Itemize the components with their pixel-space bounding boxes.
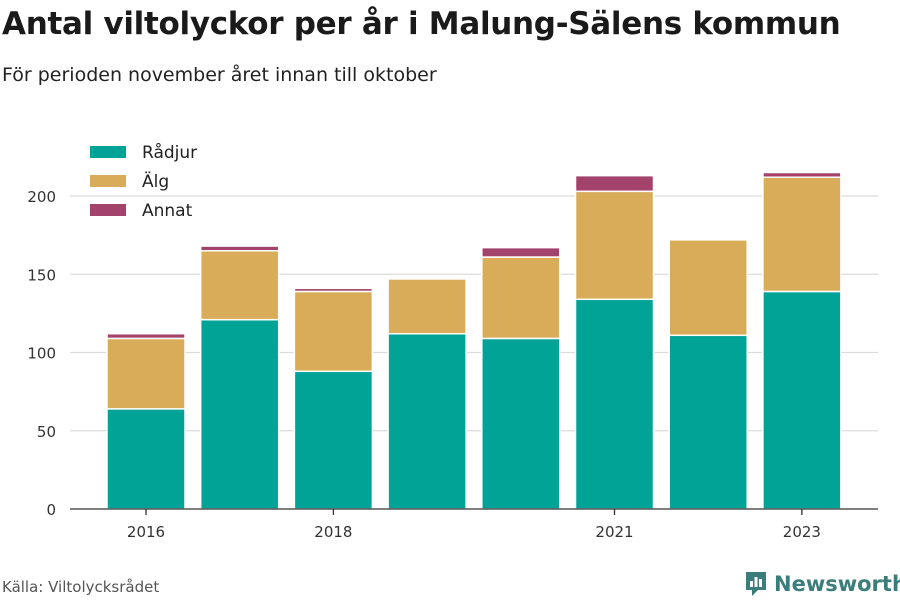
- bar-rådjur-2017: [199, 318, 280, 510]
- x-tick-label: 2018: [314, 523, 352, 541]
- bar-rådjur-2018: [293, 370, 374, 510]
- newsworthy-logo: Newsworthy: [744, 570, 900, 598]
- y-tick-label: 50: [37, 423, 56, 441]
- bar-rådjur-2020: [481, 337, 561, 510]
- source-note: Källa: Viltolycksrådet: [2, 578, 160, 596]
- bar-älg-2018: [293, 290, 374, 373]
- bar-älg-2019: [387, 278, 467, 335]
- legend-swatch-annat: [90, 204, 126, 216]
- bar-rådjur-2022: [668, 334, 748, 510]
- bar-annat-2021: [574, 174, 655, 193]
- bar-rådjur-2021: [574, 298, 655, 510]
- legend-label-rådjur: Rådjur: [142, 142, 197, 163]
- bar-rådjur-2019: [387, 332, 467, 510]
- legend-label-annat: Annat: [142, 201, 193, 221]
- y-tick-label: 0: [46, 501, 56, 519]
- bar-rådjur-2023: [762, 290, 842, 510]
- y-tick-label: 100: [27, 345, 56, 363]
- y-tick-label: 150: [27, 266, 56, 284]
- chart-title: Antal viltolyckor per år i Malung-Sälens…: [2, 6, 841, 42]
- bar-älg-2020: [481, 256, 561, 340]
- bar-annat-2023: [762, 171, 842, 178]
- bar-annat-2018: [293, 287, 374, 293]
- legend-swatch-rådjur: [90, 146, 126, 158]
- chart-subtitle: För perioden november året innan till ok…: [2, 64, 437, 86]
- bar-älg-2021: [574, 190, 655, 301]
- bar-annat-2020: [481, 246, 561, 258]
- legend-swatch-älg: [90, 175, 126, 187]
- legend-label-älg: Älg: [142, 171, 169, 192]
- x-tick-label: 2023: [783, 523, 821, 541]
- bar-älg-2016: [106, 337, 186, 410]
- bar-älg-2022: [668, 239, 748, 337]
- x-tick-label: 2016: [127, 523, 165, 541]
- y-tick-label: 200: [27, 188, 56, 206]
- stacked-bar-chart: 0 50 100 150 200 2016 2018 2021 2023 Rådjur Älg A…: [27, 142, 878, 541]
- newsworthy-logo-icon: [746, 572, 766, 596]
- bar-rådjur-2016: [106, 408, 186, 510]
- bar-älg-2023: [762, 176, 842, 293]
- brand-name: Newsworthy: [774, 572, 900, 596]
- bar-annat-2016: [106, 332, 186, 340]
- bar-annat-2017: [199, 245, 280, 252]
- x-tick-label: 2021: [595, 523, 633, 541]
- bar-älg-2017: [199, 250, 280, 321]
